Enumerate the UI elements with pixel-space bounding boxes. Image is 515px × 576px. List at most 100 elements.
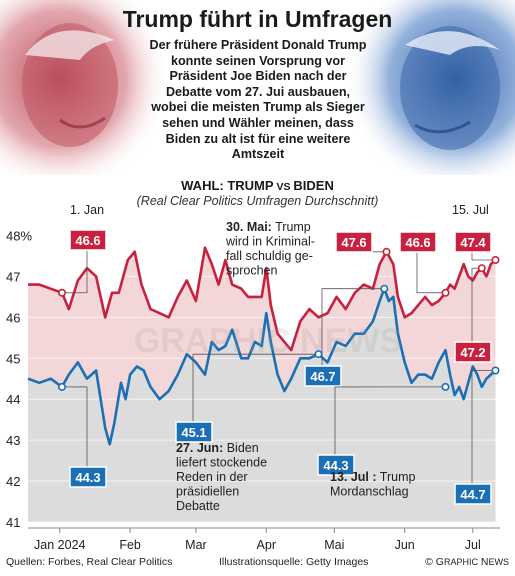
x-tick-label: Feb [119, 538, 141, 552]
value-label: 44.7 [460, 487, 485, 502]
copyright-symbol: © [425, 556, 433, 568]
x-tick-label: Apr [257, 538, 276, 552]
label-leader-line [471, 370, 496, 494]
value-label-box [454, 483, 492, 505]
value-label: 46.6 [75, 233, 100, 248]
watermark-text: GRAPHIC NEWS [134, 322, 402, 360]
annotation-assassination-attempt: Mordanschlag [330, 485, 409, 499]
annotation-conviction: 30. Mai: Trump [226, 220, 311, 234]
value-label-box [317, 454, 355, 476]
x-tick-label: Mar [185, 538, 207, 552]
page-title: Trump führt in Umfragen [122, 6, 393, 32]
y-tick-label: 48% [6, 228, 32, 243]
y-tick-label: 44 [6, 392, 20, 407]
intro-text: Der frühere Präsident Donald Trump konnt… [128, 38, 388, 163]
value-label-box [175, 421, 213, 443]
data-point-marker [314, 350, 323, 359]
trump-portrait-illustration [0, 0, 170, 175]
subtitle-biden: BIDEN [293, 178, 334, 193]
label-leader-line [416, 242, 446, 294]
value-label: 44.3 [75, 470, 100, 485]
annotation-debate: Reden in der [176, 470, 248, 484]
intro-line: Der frühere Präsident Donald Trump [149, 38, 367, 52]
value-label-box [69, 229, 107, 251]
value-label-box [454, 231, 492, 253]
data-point-marker [477, 264, 486, 273]
y-tick-label: 41 [6, 515, 20, 530]
copyright-ews: EWS [488, 557, 509, 567]
footer-illustration: Illustrationsquelle: Getty Images [219, 556, 369, 568]
data-point-marker [441, 382, 450, 391]
annotation-debate: präsidiellen [176, 485, 239, 499]
data-point-marker [382, 247, 391, 256]
annotation-debate-date: 27. Jun: [176, 441, 223, 455]
value-label: 47.2 [460, 345, 485, 360]
intro-line: Biden zu alt ist für eine weitere [165, 131, 351, 146]
footer-sources: Quellen: Forbes, Real Clear Politics [6, 556, 173, 568]
annotation-debate-text: Biden [223, 441, 258, 455]
x-tick-label: Mai [324, 538, 344, 552]
intro-line: Debatte vom 27. Jui ausbauen, [165, 84, 351, 99]
biden-portrait-illustration [345, 0, 515, 175]
annotation-assassination-attempt: 13. Jul : Trump [330, 470, 415, 484]
data-point-marker [491, 366, 500, 375]
label-leader-line [334, 386, 446, 465]
annotation-end-date: 15. Jul [452, 203, 489, 217]
value-label: 46.6 [405, 235, 430, 250]
value-label-box [454, 341, 492, 363]
data-point-marker [57, 288, 66, 297]
y-tick-label: 42 [6, 474, 20, 489]
value-label: 45.1 [181, 425, 206, 440]
annotation-start-date: 1. Jan [70, 203, 104, 217]
value-label-box [335, 231, 373, 253]
annotation-debate: 27. Jun: Biden [176, 441, 259, 455]
value-label-box [69, 466, 107, 488]
chart-source-subtitle: (Real Clear Politics Umfragen Durchschni… [136, 194, 379, 208]
subtitle-vs: VS [273, 181, 294, 193]
annotation-conviction: fall schuldig ge- [226, 249, 313, 263]
x-tick-label: Jan 2024 [34, 538, 85, 552]
subtitle-prefix: WAHL: [181, 178, 228, 193]
value-label: 47.4 [460, 235, 486, 250]
x-tick-label: Jul [465, 538, 481, 552]
y-tick-label: 43 [6, 433, 20, 448]
annotation-conviction-text: Trump [272, 220, 311, 234]
data-point-marker [441, 288, 450, 297]
annotation-assassination-attempt-text: Trump [377, 470, 416, 484]
copyright-raphic: RAPHIC [443, 557, 478, 567]
value-label: 47.6 [341, 235, 366, 250]
label-leader-line [61, 386, 88, 477]
x-tick-label: Jun [395, 538, 415, 552]
footer-copyright: © GRAPHIC NEWS [425, 556, 509, 568]
intro-line: konnte seinen Vorsprung vor [170, 53, 345, 68]
label-leader-line [321, 288, 385, 376]
y-tick-label: 46 [6, 310, 20, 325]
y-tick-label: 47 [6, 269, 20, 284]
subtitle-trump: TRUMP [227, 178, 274, 193]
intro-line: Amtszeit [231, 147, 285, 162]
copyright-g: G [435, 556, 444, 568]
data-point-marker [380, 284, 389, 293]
intro-line: wobei die meisten Trump als Sieger [151, 100, 365, 115]
value-label-box [304, 365, 342, 387]
data-point-marker [491, 255, 500, 264]
annotation-debate: liefert stockende [176, 456, 267, 470]
annotation-conviction-date: 30. Mai: [226, 220, 272, 234]
intro-line: sehen und Wähler meinen, dass [162, 115, 354, 130]
annotation-conviction: sprochen [226, 264, 277, 278]
biden-area-fill [28, 288, 496, 522]
annotation-conviction: wird in Kriminal- [225, 235, 315, 249]
annotation-assassination-attempt-date: 13. Jul : [330, 470, 377, 484]
copyright-n: N [480, 556, 489, 568]
annotation-debate: Debatte [176, 499, 220, 513]
intro-line: Präsident Joe Biden nach der [169, 69, 347, 84]
header-artwork [0, 0, 515, 175]
biden-line [27, 287, 497, 446]
label-leader-line [61, 240, 88, 294]
chart-subtitle: WAHL: TRUMP VS BIDEN [0, 178, 515, 193]
value-label: 44.3 [323, 458, 348, 473]
value-label: 46.7 [310, 369, 335, 384]
y-tick-label: 45 [6, 351, 20, 366]
label-leader-line [192, 353, 319, 432]
